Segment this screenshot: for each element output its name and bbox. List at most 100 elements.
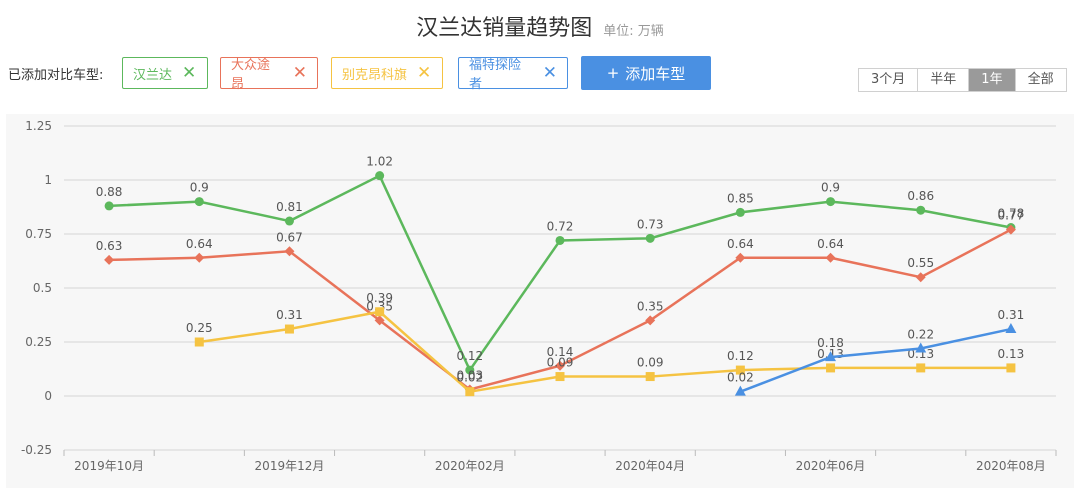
- data-point: [916, 205, 926, 215]
- chip-label: 别克昂科旗: [342, 67, 408, 83]
- data-point: [645, 372, 655, 382]
- x-tick-label: 2019年12月: [255, 459, 325, 473]
- data-label: 0.81: [276, 200, 303, 214]
- data-point: [1005, 224, 1016, 235]
- remove-icon[interactable]: ✕: [542, 62, 557, 83]
- data-label: 0.13: [907, 347, 934, 361]
- data-label: 1.02: [366, 155, 393, 169]
- data-point: [555, 372, 565, 382]
- data-point: [1006, 363, 1016, 373]
- data-point: [284, 216, 294, 226]
- data-label: 0.39: [366, 291, 393, 305]
- compare-label: 已添加对比车型:: [8, 68, 104, 83]
- chip-label: 汉兰达: [133, 67, 173, 83]
- data-point: [104, 254, 115, 265]
- series-line: [109, 173, 1012, 373]
- add-model-button[interactable]: + 添加车型: [581, 56, 711, 90]
- data-point: [645, 315, 656, 326]
- x-tick-label: 2020年06月: [796, 459, 866, 473]
- compare-chip-explorer: 福特探险者 ✕: [458, 57, 568, 92]
- data-point: [374, 315, 385, 326]
- chart-area: 1.25 1 0.75 0.5 0.25 0 -0.25 2019年10月 2019年12月 20…: [6, 114, 1074, 488]
- data-point: [284, 246, 295, 257]
- data-label: 0.31: [276, 308, 303, 322]
- data-label: 0.25: [186, 321, 213, 335]
- series-line: [739, 327, 1012, 393]
- y-tick-label: 1: [44, 173, 52, 187]
- data-label: 0.86: [907, 189, 934, 203]
- data-point: [826, 363, 836, 373]
- y-tick-label: 1.25: [25, 119, 52, 133]
- y-tick-label: 0.5: [33, 281, 52, 295]
- data-point: [375, 307, 385, 317]
- data-point: [555, 360, 565, 371]
- data-label: 0.64: [186, 237, 213, 251]
- x-tick-label: 2020年08月: [976, 459, 1046, 473]
- data-label: 0.13: [998, 347, 1025, 361]
- data-point: [375, 171, 385, 181]
- range-3-months[interactable]: 3个月: [859, 69, 918, 91]
- series-line: [199, 310, 1011, 394]
- plus-icon: +: [606, 64, 620, 82]
- data-label: 0.12: [727, 349, 754, 363]
- y-tick-label: -0.25: [21, 443, 52, 457]
- data-label: 0.31: [998, 308, 1025, 322]
- data-label: 0.85: [727, 191, 754, 205]
- data-point: [734, 385, 746, 396]
- data-point: [915, 272, 926, 283]
- data-point: [465, 387, 475, 397]
- data-label: 0.35: [366, 299, 393, 313]
- data-label: 0.73: [637, 217, 664, 231]
- range-half-year[interactable]: 半年: [917, 69, 969, 91]
- x-tick-label: 2020年04月: [615, 459, 685, 473]
- x-tick-label: 2019年10月: [74, 459, 144, 473]
- chip-label: 福特探险者: [469, 58, 522, 92]
- data-label: 0.9: [190, 181, 209, 195]
- data-point: [735, 365, 745, 375]
- remove-icon[interactable]: ✕: [417, 62, 432, 83]
- data-label: 0.67: [276, 230, 303, 244]
- data-label: 0.09: [637, 356, 664, 370]
- unit-label: 单位: 万辆: [603, 24, 664, 39]
- data-point: [645, 233, 655, 243]
- line-chart: 1.25 1 0.75 0.5 0.25 0 -0.25 2019年10月 2019年12月 20…: [21, 119, 1057, 473]
- data-label: 0.14: [547, 345, 574, 359]
- data-point: [194, 252, 205, 263]
- data-label: 0.72: [547, 219, 574, 233]
- remove-icon[interactable]: ✕: [182, 62, 197, 83]
- data-label: 0.35: [637, 299, 664, 313]
- data-label: 0.88: [96, 185, 123, 199]
- time-range-selector: 3个月 半年 1年 全部: [858, 68, 1067, 92]
- y-tick-label: 0: [44, 389, 52, 403]
- y-tick-label: 0.25: [25, 335, 52, 349]
- range-all[interactable]: 全部: [1014, 69, 1066, 91]
- title-bar: 汉兰达销量趋势图 单位: 万辆: [0, 10, 1080, 42]
- data-label: 0.03: [456, 369, 483, 383]
- data-point: [194, 197, 204, 207]
- compare-chip-hanlanda: 汉兰达 ✕: [122, 57, 208, 89]
- data-label: 0.9: [821, 181, 840, 195]
- data-label: 0.09: [547, 356, 574, 370]
- remove-icon[interactable]: ✕: [292, 62, 307, 83]
- data-point: [825, 252, 836, 263]
- data-point: [916, 363, 926, 373]
- chip-label: 大众途昂: [231, 58, 271, 92]
- data-point: [555, 235, 565, 245]
- data-point: [194, 337, 204, 347]
- data-point: [735, 207, 745, 217]
- compare-chip-enspire: 别克昂科旗 ✕: [331, 57, 443, 89]
- data-label: 0.55: [907, 256, 934, 270]
- data-label: 0.78: [998, 207, 1025, 221]
- range-1-year[interactable]: 1年: [968, 69, 1015, 91]
- data-point: [465, 365, 475, 375]
- data-label: 0.77: [998, 209, 1025, 223]
- compare-chip-teramont: 大众途昂 ✕: [220, 57, 318, 92]
- data-point: [104, 201, 114, 211]
- data-label: 0.02: [727, 371, 754, 385]
- x-tick-label: 2020年02月: [435, 459, 505, 473]
- data-point: [1005, 323, 1017, 334]
- y-tick-label: 0.75: [25, 227, 52, 241]
- add-model-label: 添加车型: [625, 64, 686, 83]
- data-label: 0.12: [456, 349, 483, 363]
- data-label: 0.18: [817, 336, 844, 350]
